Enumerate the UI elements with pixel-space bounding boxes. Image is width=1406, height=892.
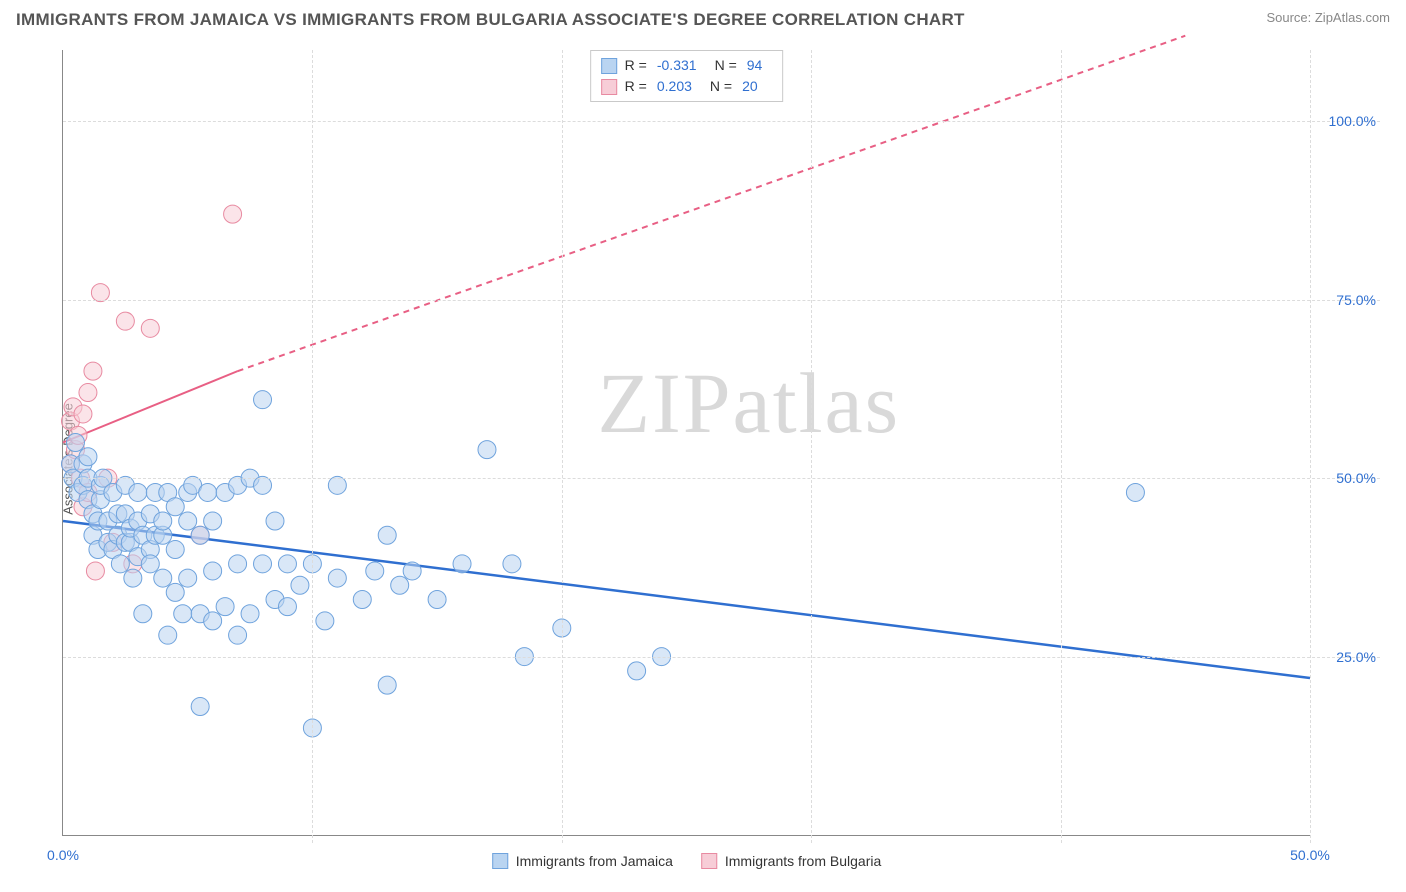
gridline-h bbox=[63, 478, 1380, 479]
data-point bbox=[84, 362, 102, 380]
data-point bbox=[191, 526, 209, 544]
data-point bbox=[453, 555, 471, 573]
data-point bbox=[378, 676, 396, 694]
data-point bbox=[166, 583, 184, 601]
data-point bbox=[229, 555, 247, 573]
legend-label-jamaica: Immigrants from Jamaica bbox=[516, 853, 673, 869]
gridline-v bbox=[811, 50, 812, 843]
y-tick-label: 75.0% bbox=[1336, 292, 1376, 308]
gridline-v bbox=[562, 50, 563, 843]
data-point bbox=[124, 569, 142, 587]
data-point bbox=[278, 555, 296, 573]
trendline-jamaica bbox=[63, 521, 1310, 678]
series-legend: Immigrants from Jamaica Immigrants from … bbox=[492, 853, 882, 869]
chart-title: IMMIGRANTS FROM JAMAICA VS IMMIGRANTS FR… bbox=[16, 10, 965, 30]
gridline-h bbox=[63, 121, 1380, 122]
data-point bbox=[428, 591, 446, 609]
data-point bbox=[378, 526, 396, 544]
data-point bbox=[628, 662, 646, 680]
trendline-bulgaria-dash bbox=[238, 36, 1186, 371]
data-point bbox=[204, 612, 222, 630]
data-point bbox=[154, 512, 172, 530]
y-tick-label: 100.0% bbox=[1329, 113, 1376, 129]
data-point bbox=[366, 562, 384, 580]
gridline-h bbox=[63, 300, 1380, 301]
data-point bbox=[141, 319, 159, 337]
data-point bbox=[478, 441, 496, 459]
gridline-v bbox=[1061, 50, 1062, 843]
data-point bbox=[86, 562, 104, 580]
data-point bbox=[503, 555, 521, 573]
source-attribution: Source: ZipAtlas.com bbox=[1266, 10, 1390, 25]
data-point bbox=[266, 512, 284, 530]
data-point bbox=[174, 605, 192, 623]
data-point bbox=[229, 626, 247, 644]
x-tick-label: 0.0% bbox=[47, 847, 79, 863]
data-point bbox=[79, 448, 97, 466]
data-point bbox=[241, 605, 259, 623]
plot-svg bbox=[63, 50, 1310, 835]
data-point bbox=[316, 612, 334, 630]
data-point bbox=[199, 483, 217, 501]
data-point bbox=[159, 626, 177, 644]
data-point bbox=[134, 605, 152, 623]
data-point bbox=[191, 698, 209, 716]
swatch-jamaica bbox=[492, 853, 508, 869]
legend-item-jamaica: Immigrants from Jamaica bbox=[492, 853, 673, 869]
data-point bbox=[224, 205, 242, 223]
data-point bbox=[353, 591, 371, 609]
swatch-bulgaria bbox=[701, 853, 717, 869]
data-point bbox=[216, 598, 234, 616]
x-tick-label: 50.0% bbox=[1290, 847, 1330, 863]
data-point bbox=[111, 555, 129, 573]
data-point bbox=[1126, 483, 1144, 501]
y-tick-label: 50.0% bbox=[1336, 470, 1376, 486]
legend-item-bulgaria: Immigrants from Bulgaria bbox=[701, 853, 881, 869]
data-point bbox=[403, 562, 421, 580]
gridline-h bbox=[63, 657, 1380, 658]
gridline-v bbox=[312, 50, 313, 843]
data-point bbox=[291, 576, 309, 594]
data-point bbox=[166, 541, 184, 559]
data-point bbox=[74, 405, 92, 423]
data-point bbox=[278, 598, 296, 616]
data-point bbox=[328, 569, 346, 587]
y-tick-label: 25.0% bbox=[1336, 649, 1376, 665]
data-point bbox=[116, 312, 134, 330]
data-point bbox=[254, 555, 272, 573]
data-point bbox=[129, 483, 147, 501]
chart-container: Associate's Degree ZIPatlas R = -0.331 N… bbox=[16, 42, 1390, 876]
data-point bbox=[79, 384, 97, 402]
data-point bbox=[254, 391, 272, 409]
data-point bbox=[141, 555, 159, 573]
data-point bbox=[204, 562, 222, 580]
plot-area: ZIPatlas R = -0.331 N = 94 R = 0.203 N =… bbox=[62, 50, 1310, 836]
data-point bbox=[66, 434, 84, 452]
data-point bbox=[204, 512, 222, 530]
data-point bbox=[166, 498, 184, 516]
data-point bbox=[154, 569, 172, 587]
legend-label-bulgaria: Immigrants from Bulgaria bbox=[725, 853, 881, 869]
data-point bbox=[391, 576, 409, 594]
gridline-v bbox=[1310, 50, 1311, 843]
data-point bbox=[179, 512, 197, 530]
data-point bbox=[179, 569, 197, 587]
